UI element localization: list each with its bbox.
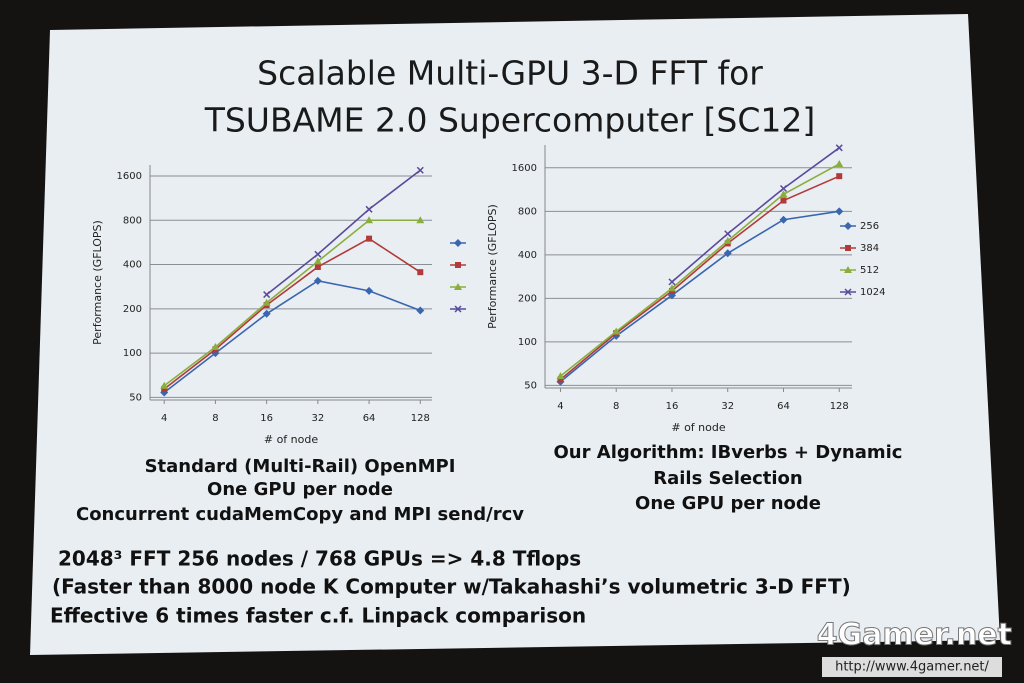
caption: Standard (Multi-Rail) OpenMPI: [145, 456, 456, 477]
point: [160, 381, 169, 389]
x-tick-label: 64: [777, 401, 790, 412]
point: [779, 190, 788, 198]
point: [262, 309, 271, 318]
point: [667, 284, 676, 292]
point: [416, 166, 424, 174]
note: (Faster than 8000 node K Computer w/Taka…: [52, 575, 851, 599]
y-tick-label: 400: [123, 260, 142, 271]
y-tick-label: 50: [524, 380, 537, 391]
point: [416, 306, 425, 315]
x-tick-label: 4: [557, 401, 563, 412]
point: [844, 288, 852, 296]
point: [454, 239, 462, 247]
caption: Concurrent cudaMemCopy and MPI send/rcv: [76, 504, 524, 525]
y-tick-label: 100: [123, 348, 142, 359]
point: [556, 372, 565, 380]
x-tick-label: 16: [666, 401, 679, 412]
y-tick-label: 1600: [117, 171, 142, 182]
point: [779, 215, 788, 224]
point: [366, 235, 373, 242]
point: [836, 173, 843, 180]
legend-label: 512: [860, 265, 879, 276]
x-tick-label: 128: [411, 413, 430, 424]
point: [313, 257, 322, 265]
point: [845, 245, 851, 251]
legend-label: 256: [860, 221, 879, 232]
point: [365, 286, 374, 295]
x-axis-label: # of node: [264, 433, 318, 446]
point: [835, 144, 843, 152]
caption: One GPU per node: [635, 493, 821, 514]
series-line: [163, 219, 421, 387]
x-axis-label: # of node: [671, 421, 725, 434]
caption: Rails Selection: [653, 468, 803, 489]
point: [313, 276, 322, 285]
watermark-logo: 4Gamer.net: [817, 618, 1012, 653]
caption: Our Algorithm: IBverbs + Dynamic: [554, 442, 903, 463]
point: [314, 263, 321, 270]
x-tick-label: 4: [161, 413, 167, 424]
y-tick-label: 800: [518, 206, 537, 217]
point: [844, 266, 852, 273]
slide-title: TSUBAME 2.0 Supercomputer [SC12]: [204, 101, 816, 140]
x-tick-label: 32: [721, 401, 734, 412]
point: [314, 250, 322, 258]
series-line: [266, 169, 421, 296]
point: [668, 278, 676, 286]
point: [365, 205, 373, 213]
point: [724, 230, 732, 238]
point: [455, 262, 461, 268]
point: [417, 269, 424, 276]
series-line: [163, 279, 421, 394]
point: [779, 184, 788, 193]
note: Effective 6 times faster c.f. Linpack co…: [50, 604, 586, 628]
point: [723, 236, 732, 244]
series-line: [559, 175, 840, 381]
point: [835, 207, 844, 216]
legend-label: 1024: [860, 287, 885, 298]
point: [262, 298, 271, 306]
legend-label: 384: [860, 243, 879, 254]
point: [454, 283, 462, 290]
point: [365, 216, 374, 224]
series-line: [559, 210, 840, 383]
point: [835, 159, 844, 167]
y-axis-label: Performance (GFLOPS): [486, 204, 499, 329]
y-tick-label: 200: [123, 304, 142, 315]
point: [780, 197, 787, 204]
y-tick-label: 800: [123, 215, 142, 226]
point: [161, 386, 168, 393]
y-tick-label: 1600: [512, 163, 537, 174]
caption: One GPU per node: [207, 479, 393, 500]
slide: [30, 14, 1000, 655]
point: [263, 291, 271, 299]
x-tick-label: 8: [212, 413, 218, 424]
point: [723, 249, 732, 258]
series-line: [559, 163, 840, 377]
x-tick-label: 16: [260, 413, 273, 424]
slide-title: Scalable Multi-GPU 3-D FFT for: [257, 54, 763, 93]
point: [211, 343, 220, 351]
point: [416, 216, 425, 224]
y-tick-label: 400: [518, 250, 537, 261]
x-tick-label: 32: [311, 413, 324, 424]
watermark-box: [822, 657, 1002, 677]
point: [454, 305, 462, 313]
y-tick-label: 100: [518, 337, 537, 348]
series-line: [163, 237, 421, 390]
watermark-url: http://www.4gamer.net/: [835, 660, 989, 675]
x-tick-label: 8: [613, 401, 619, 412]
point: [612, 327, 621, 335]
x-tick-label: 64: [363, 413, 376, 424]
series-line: [671, 147, 840, 283]
note: 2048³ FFT 256 nodes / 768 GPUs => 4.8 Tf…: [58, 547, 581, 571]
x-tick-label: 128: [830, 401, 849, 412]
point: [557, 376, 564, 383]
y-tick-label: 200: [518, 293, 537, 304]
y-tick-label: 50: [129, 392, 142, 403]
point: [844, 222, 852, 230]
y-axis-label: Performance (GFLOPS): [91, 220, 104, 345]
